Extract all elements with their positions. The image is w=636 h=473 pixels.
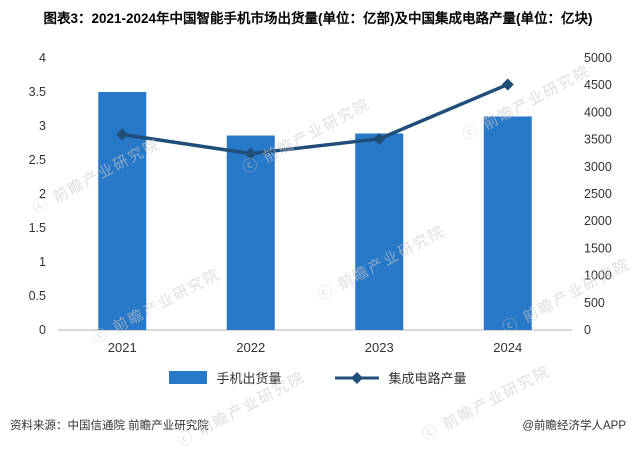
brand-note: @前瞻经济学人APP: [522, 420, 626, 433]
bar-series-swatch: [169, 371, 208, 385]
line-marker: [244, 147, 257, 160]
left-axis-tick: 3: [39, 119, 46, 133]
line-marker: [373, 133, 386, 146]
right-axis-tick: 2500: [584, 187, 612, 201]
line-series: [121, 83, 509, 156]
left-axis-tick: 4: [39, 51, 46, 65]
legend: 手机出货量 集成电路产量: [0, 368, 636, 387]
left-axis-tick: 0: [39, 323, 46, 337]
line-marker: [116, 128, 129, 141]
x-axis-category: 2023: [365, 340, 394, 355]
right-axis-tick: 5000: [584, 51, 612, 65]
left-axis-tick: 1: [39, 255, 46, 269]
left-axis-tick: 1.5: [29, 221, 46, 235]
legend-item-bar[interactable]: 手机出货量: [169, 368, 282, 387]
legend-item-line[interactable]: 集成电路产量: [334, 368, 467, 387]
bar: [355, 133, 404, 331]
x-axis-category: 2022: [236, 340, 265, 355]
left-axis-tick: 3.5: [29, 85, 46, 99]
right-axis-tick: 3000: [584, 160, 612, 174]
bar: [226, 135, 275, 331]
right-axis-tick: 0: [584, 323, 591, 337]
right-axis-tick: 500: [584, 296, 605, 310]
x-axis-category: 2024: [493, 340, 522, 355]
bar: [483, 116, 532, 331]
chart-footer: 资料来源：中国信通院 前瞻产业研究院 @前瞻经济学人APP: [0, 387, 636, 433]
x-axis-category: 2021: [108, 340, 137, 355]
bar: [98, 92, 147, 331]
left-axis-tick: 2.5: [29, 153, 46, 167]
combo-chart: 0 0.5 1 1.5 2 2.5 3 3.5 4 0 500 1000 1500 2000 2500 300…: [29, 51, 612, 355]
left-axis-tick: 0.5: [29, 289, 46, 303]
right-axis-tick: 2000: [584, 214, 612, 228]
line-series-swatch: [334, 371, 379, 384]
right-axis-tick: 1500: [584, 242, 612, 256]
right-axis-tick: 4000: [584, 106, 612, 120]
legend-label-bar: 手机出货量: [216, 371, 282, 387]
left-axis-tick: 2: [39, 187, 46, 201]
source-note: 资料来源：中国信通院 前瞻产业研究院: [10, 420, 209, 433]
right-axis-tick: 4500: [584, 78, 612, 92]
legend-label-line: 集成电路产量: [388, 371, 467, 387]
right-axis-tick: 1000: [584, 269, 612, 283]
chart-title: 图表3：2021-2024年中国智能手机市场出货量(单位：亿部)及中国集成电路产…: [43, 11, 593, 26]
right-axis-tick: 3500: [584, 133, 612, 147]
line-marker: [501, 78, 514, 91]
